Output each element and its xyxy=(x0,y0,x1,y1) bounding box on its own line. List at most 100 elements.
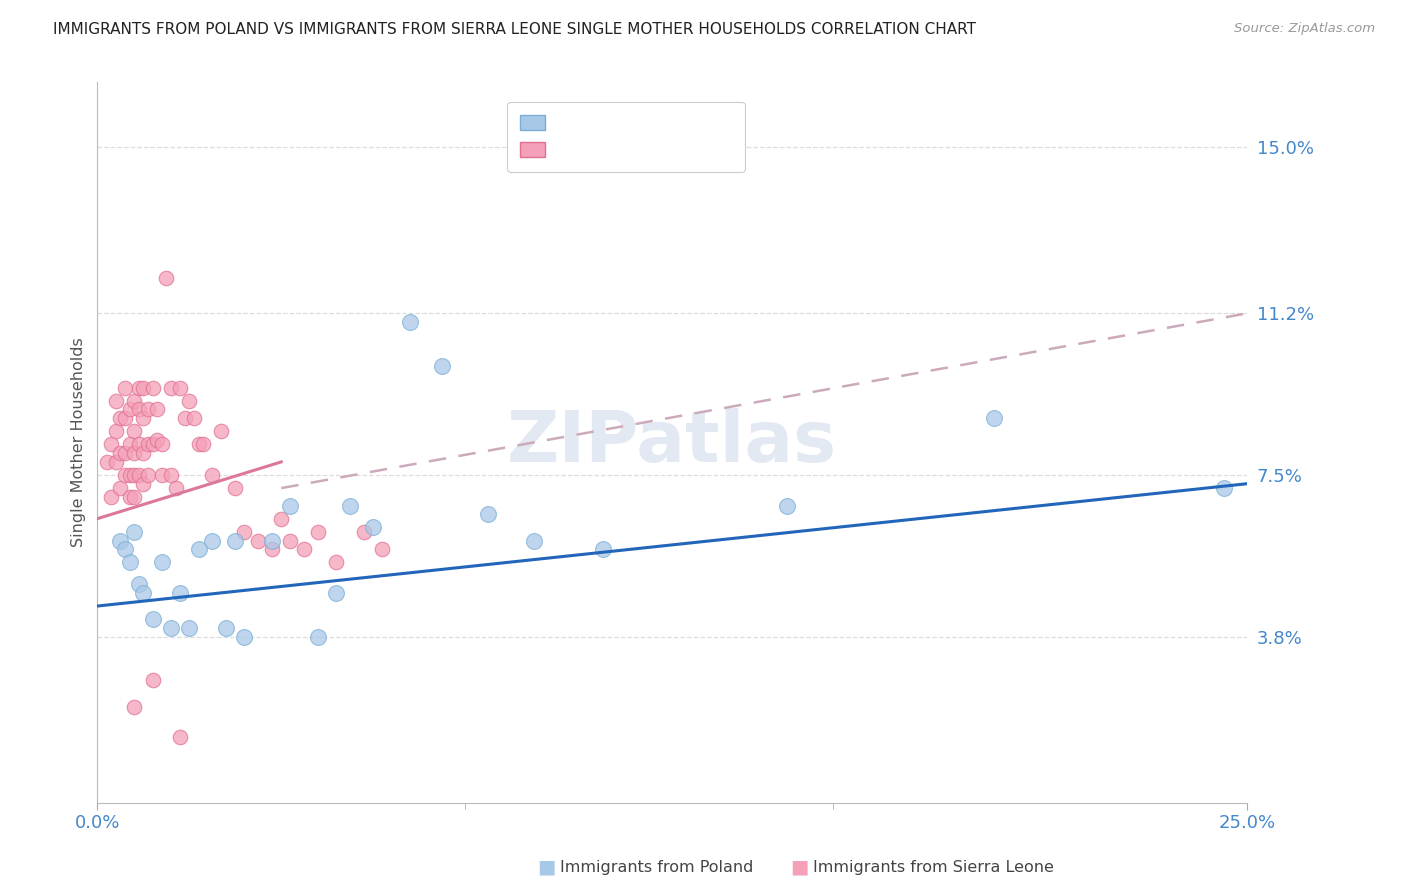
Point xyxy=(215,621,238,635)
Point xyxy=(211,425,233,439)
Text: Immigrants from Poland: Immigrants from Poland xyxy=(560,860,754,874)
Point xyxy=(118,468,141,483)
Point xyxy=(122,699,145,714)
Point xyxy=(141,612,163,626)
Point xyxy=(307,524,329,539)
Point xyxy=(173,411,195,425)
Point xyxy=(114,446,136,460)
Point xyxy=(183,411,205,425)
Point xyxy=(110,481,132,495)
Point xyxy=(132,446,155,460)
Point xyxy=(361,520,384,534)
Point xyxy=(169,586,191,600)
Point xyxy=(114,542,136,557)
Point xyxy=(110,446,132,460)
Point xyxy=(592,542,614,557)
Point xyxy=(155,271,177,285)
Point xyxy=(150,555,173,569)
Text: R = 0.072: R = 0.072 xyxy=(523,141,613,160)
Point xyxy=(110,533,132,548)
Point xyxy=(136,402,159,417)
Point xyxy=(280,533,302,548)
Point xyxy=(477,508,499,522)
Point xyxy=(339,499,361,513)
Point xyxy=(128,577,150,591)
Point xyxy=(136,468,159,483)
Point xyxy=(776,499,799,513)
Point xyxy=(141,437,163,451)
Point xyxy=(122,393,145,408)
Point xyxy=(122,524,145,539)
Point xyxy=(247,533,270,548)
Legend:                               ,                               : , xyxy=(508,102,745,172)
Point xyxy=(114,411,136,425)
Point xyxy=(104,455,127,469)
Point xyxy=(100,490,122,504)
Point xyxy=(325,586,347,600)
Text: IMMIGRANTS FROM POLAND VS IMMIGRANTS FROM SIERRA LEONE SINGLE MOTHER HOUSEHOLDS : IMMIGRANTS FROM POLAND VS IMMIGRANTS FRO… xyxy=(53,22,976,37)
Y-axis label: Single Mother Households: Single Mother Households xyxy=(72,337,86,547)
Point xyxy=(201,533,224,548)
Point xyxy=(104,425,127,439)
Point xyxy=(187,542,209,557)
Point xyxy=(224,533,246,548)
Point xyxy=(104,393,127,408)
Point xyxy=(128,402,150,417)
Point xyxy=(399,315,422,329)
Point xyxy=(118,555,141,569)
Point xyxy=(233,524,256,539)
Point xyxy=(432,359,454,373)
Point xyxy=(179,621,201,635)
Point xyxy=(141,673,163,688)
Point xyxy=(325,555,347,569)
Point xyxy=(128,437,150,451)
Point xyxy=(122,468,145,483)
Point xyxy=(132,381,155,395)
Text: ZIPatlas: ZIPatlas xyxy=(508,408,837,476)
Point xyxy=(128,468,150,483)
Point xyxy=(179,393,201,408)
Point xyxy=(523,533,546,548)
Text: ■: ■ xyxy=(537,857,555,877)
Point xyxy=(262,533,284,548)
Point xyxy=(150,468,173,483)
Point xyxy=(371,542,394,557)
Point xyxy=(169,730,191,744)
Point xyxy=(132,411,155,425)
Text: Source: ZipAtlas.com: Source: ZipAtlas.com xyxy=(1234,22,1375,36)
Point xyxy=(150,437,173,451)
Point xyxy=(114,468,136,483)
Point xyxy=(160,621,183,635)
Point xyxy=(270,511,292,525)
Point xyxy=(292,542,315,557)
Point xyxy=(96,455,118,469)
Point xyxy=(280,499,302,513)
Point xyxy=(122,490,145,504)
Point xyxy=(136,437,159,451)
Point xyxy=(160,381,183,395)
Point xyxy=(146,433,169,447)
Point xyxy=(118,490,141,504)
Point xyxy=(118,402,141,417)
Point xyxy=(160,468,183,483)
Point xyxy=(132,586,155,600)
Point xyxy=(233,630,256,644)
Point xyxy=(165,481,187,495)
Point xyxy=(110,411,132,425)
Text: ■: ■ xyxy=(790,857,808,877)
Point xyxy=(118,437,141,451)
Point xyxy=(307,630,329,644)
Point xyxy=(122,446,145,460)
Point xyxy=(224,481,246,495)
Point xyxy=(114,381,136,395)
Point xyxy=(1212,481,1234,495)
Point xyxy=(122,425,145,439)
Text: R = 0.206: R = 0.206 xyxy=(523,108,613,126)
Point xyxy=(983,411,1005,425)
Text: N = 30: N = 30 xyxy=(614,108,682,126)
Point xyxy=(100,437,122,451)
Point xyxy=(187,437,209,451)
Point xyxy=(262,542,284,557)
Text: Immigrants from Sierra Leone: Immigrants from Sierra Leone xyxy=(813,860,1053,874)
Point xyxy=(201,468,224,483)
